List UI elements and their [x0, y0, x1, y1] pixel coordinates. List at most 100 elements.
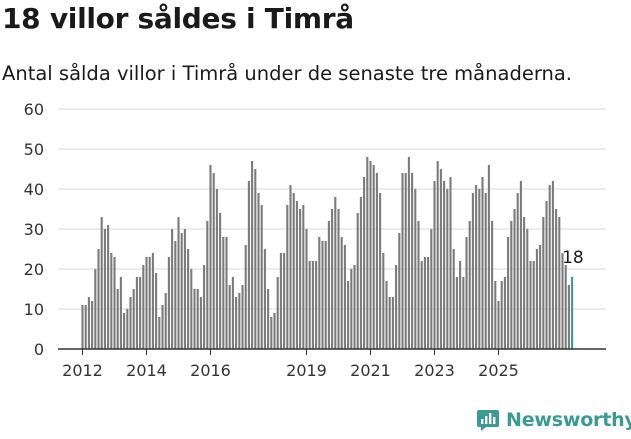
bar	[196, 289, 199, 349]
bar	[129, 297, 132, 349]
chart-subtitle: Antal sålda villor i Timrå under de sena…	[2, 62, 572, 85]
bar	[385, 281, 388, 349]
chart-title: 18 villor såldes i Timrå	[2, 2, 354, 35]
bar	[401, 173, 404, 349]
y-tick-label: 40	[24, 180, 44, 199]
bar	[510, 221, 513, 349]
bar	[241, 285, 244, 349]
bar	[353, 265, 356, 349]
bar	[100, 217, 103, 349]
bar	[519, 181, 522, 349]
data-label: 18	[562, 248, 584, 268]
bar	[398, 233, 401, 349]
bar	[203, 265, 206, 349]
y-tick-label: 0	[34, 340, 44, 359]
bar	[113, 257, 116, 349]
bar	[283, 253, 286, 349]
bar	[379, 193, 382, 349]
bar	[471, 193, 474, 349]
bar	[427, 257, 430, 349]
bar	[366, 157, 369, 349]
bar	[481, 177, 484, 349]
y-tick-label: 50	[24, 140, 44, 159]
bar	[564, 265, 567, 349]
bar	[516, 193, 519, 349]
bar	[247, 181, 250, 349]
bar	[267, 289, 270, 349]
bar	[193, 289, 196, 349]
bar	[155, 273, 158, 349]
bar	[372, 165, 375, 349]
newsworthy-logo-text: Newsworthy	[506, 409, 631, 431]
bar	[311, 261, 314, 349]
x-tick-label: 2021	[350, 361, 391, 380]
y-tick-label: 20	[24, 260, 44, 279]
bar	[446, 189, 449, 349]
bar	[350, 269, 353, 349]
bar	[462, 277, 465, 349]
bar	[315, 261, 318, 349]
bar	[567, 285, 570, 349]
bar	[465, 237, 468, 349]
bar	[468, 221, 471, 349]
bar	[135, 277, 138, 349]
bar	[343, 245, 346, 349]
bar	[433, 181, 436, 349]
bar	[548, 185, 551, 349]
bar	[164, 293, 167, 349]
bar	[334, 197, 337, 349]
bar	[526, 229, 529, 349]
bar	[455, 277, 458, 349]
bar	[251, 161, 254, 349]
bar	[321, 241, 324, 349]
newsworthy-logo[interactable]: Newsworthy	[476, 408, 631, 432]
bar	[359, 197, 362, 349]
bar	[279, 253, 282, 349]
bar	[174, 241, 177, 349]
bar	[507, 237, 510, 349]
bar	[539, 245, 542, 349]
bar	[286, 205, 289, 349]
bar-highlight	[571, 277, 574, 349]
bar	[494, 281, 497, 349]
bar	[126, 309, 129, 349]
bar	[382, 253, 385, 349]
bar	[225, 237, 228, 349]
bar	[222, 237, 225, 349]
bar	[414, 189, 417, 349]
x-tick-label: 2012	[62, 361, 103, 380]
bar	[107, 225, 110, 349]
bar	[94, 269, 97, 349]
bar	[276, 277, 279, 349]
bar	[219, 213, 222, 349]
bar	[417, 221, 420, 349]
bar	[177, 217, 180, 349]
bar	[110, 253, 113, 349]
bar	[388, 297, 391, 349]
y-tick-label: 10	[24, 300, 44, 319]
bar	[158, 317, 161, 349]
bar	[375, 173, 378, 349]
bar	[142, 265, 145, 349]
newsworthy-logo-icon	[477, 410, 499, 431]
bar	[91, 301, 94, 349]
bar	[254, 169, 257, 349]
bar	[423, 257, 426, 349]
bar	[363, 177, 366, 349]
bar	[449, 177, 452, 349]
bar	[459, 261, 462, 349]
bar	[171, 229, 174, 349]
bar	[545, 201, 548, 349]
bar	[263, 249, 266, 349]
bar	[180, 233, 183, 349]
bar	[487, 165, 490, 349]
bar	[228, 285, 231, 349]
bar	[238, 293, 241, 349]
bar	[206, 221, 209, 349]
bar	[190, 269, 193, 349]
bar	[411, 173, 414, 349]
bar	[430, 229, 433, 349]
bar	[558, 217, 561, 349]
bar	[331, 209, 334, 349]
